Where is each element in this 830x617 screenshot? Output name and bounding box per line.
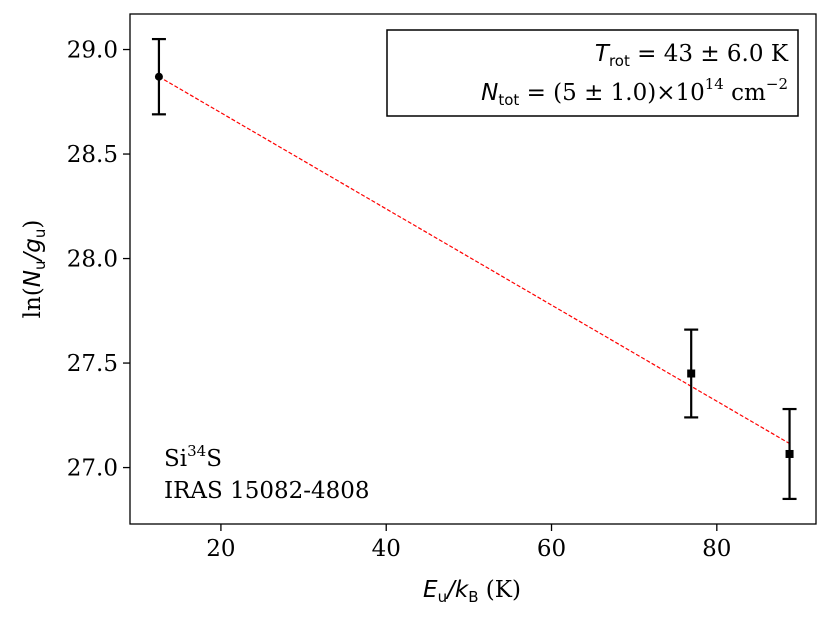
point-marker bbox=[785, 449, 794, 458]
y-tick-label: 29.0 bbox=[67, 38, 118, 64]
x-tick-label: 80 bbox=[702, 536, 731, 562]
source-label: IRAS 15082-4808 bbox=[164, 478, 370, 504]
molecule-label: Si34S bbox=[164, 442, 222, 472]
y-tick-label: 27.5 bbox=[67, 351, 118, 377]
fit-line-group bbox=[158, 76, 790, 445]
y-tick-label: 27.0 bbox=[67, 456, 118, 482]
fit-line bbox=[158, 76, 790, 445]
x-tick-label: 40 bbox=[372, 536, 401, 562]
point-marker bbox=[687, 369, 696, 378]
axis-ticks: 20 40 60 80 27.0 27.5 28.0 28.5 29.0 bbox=[67, 38, 732, 562]
point-marker bbox=[154, 72, 163, 81]
x-tick-label: 20 bbox=[206, 536, 235, 562]
legend-box: Trot = 43 ± 6.0 K Ntot = (5 ± 1.0)×1014 … bbox=[386, 29, 799, 117]
plot-frame bbox=[129, 13, 817, 525]
legend-ntot: Ntot = (5 ± 1.0)×1014 cm−2 bbox=[481, 75, 788, 109]
y-tick-label: 28.0 bbox=[67, 247, 118, 273]
y-axis-label: ln(Nu/gu) bbox=[20, 220, 49, 319]
data-point bbox=[782, 407, 797, 501]
data-points bbox=[151, 37, 797, 501]
legend-frame bbox=[386, 29, 799, 117]
legend-trot: Trot = 43 ± 6.0 K bbox=[595, 41, 789, 70]
x-axis-label: Eu/kB (K) bbox=[423, 577, 521, 606]
x-tick-label: 60 bbox=[537, 536, 566, 562]
data-point bbox=[684, 328, 699, 419]
y-tick-label: 28.5 bbox=[67, 142, 118, 168]
data-point bbox=[151, 37, 166, 116]
